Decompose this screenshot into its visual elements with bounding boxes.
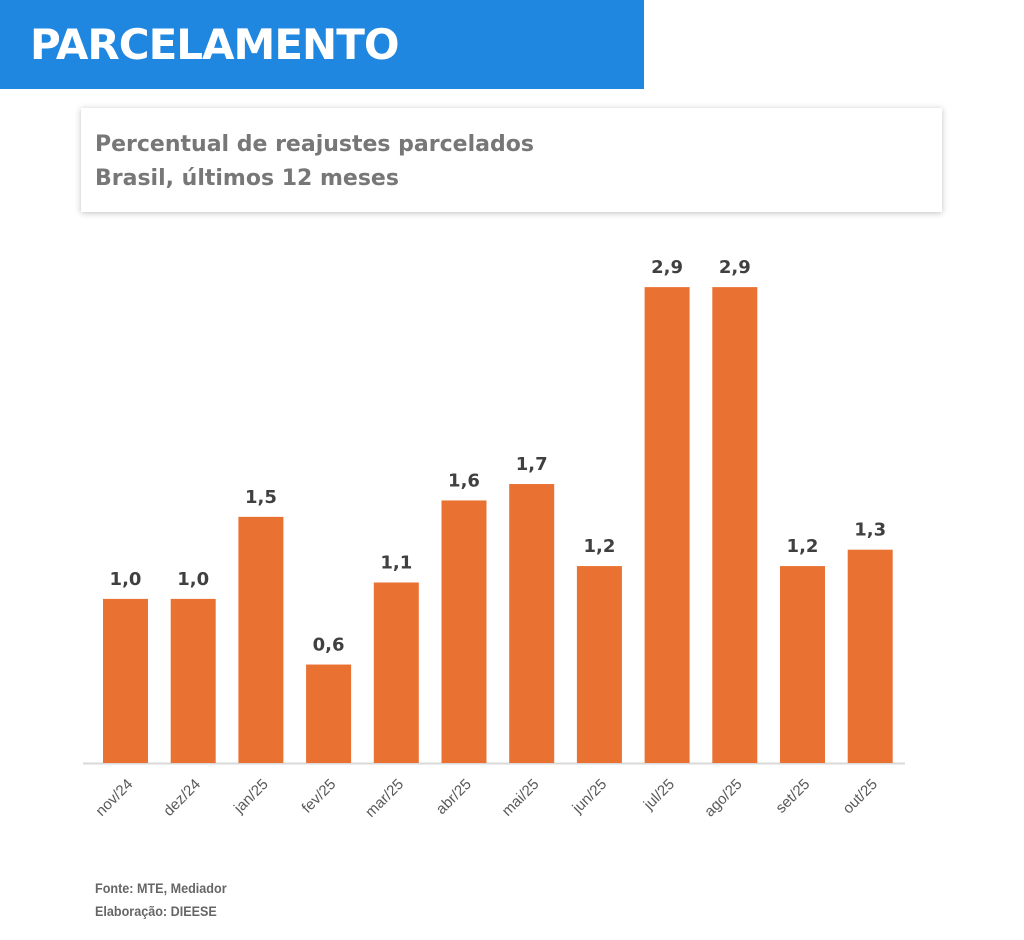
bar-ago-25: [712, 287, 758, 763]
data-label: 2,9: [719, 257, 751, 278]
x-tick-label: dez/24: [160, 776, 204, 820]
x-tick-label: jan/25: [230, 776, 272, 818]
x-tick-label: nov/24: [92, 776, 136, 820]
data-label: 1,1: [380, 552, 412, 573]
bar-nov-24: [103, 598, 148, 763]
data-label: 1,0: [177, 569, 209, 590]
data-label: 1,6: [448, 470, 480, 491]
x-tick-label: out/25: [840, 776, 882, 818]
header-banner: PARCELAMENTO: [0, 0, 644, 89]
bar-jan-25: [238, 516, 284, 763]
bar-jun-25: [576, 566, 622, 763]
bar-out-25: [847, 549, 893, 763]
source-note: Fonte: MTE, Mediador: [95, 880, 227, 896]
elaboration-note: Elaboração: DIEESE: [95, 903, 217, 919]
data-label: 1,7: [516, 454, 548, 475]
x-tick-label: mai/25: [499, 776, 543, 820]
bar-mai-25: [509, 484, 555, 763]
x-tick-label: set/25: [772, 776, 813, 817]
data-label: 1,2: [583, 536, 615, 557]
data-label: 1,2: [787, 536, 819, 557]
bar-abr-25: [441, 500, 487, 763]
data-label: 2,9: [651, 257, 683, 278]
x-tick-label: ago/25: [701, 776, 745, 820]
bar-dez-24: [170, 598, 216, 763]
bar-mar-25: [373, 582, 419, 763]
bar-set-25: [780, 566, 825, 763]
x-tick-label: abr/25: [433, 776, 475, 818]
bar-jul-25: [644, 287, 690, 763]
data-label: 1,3: [854, 520, 886, 541]
x-tick-label: jun/25: [569, 776, 611, 818]
data-label: 1,5: [245, 487, 277, 508]
x-tick-label: mar/25: [362, 776, 407, 821]
chart-title: Percentual de reajustes parcelados: [95, 132, 534, 157]
x-tick-label: jul/25: [640, 776, 678, 814]
chart-subtitle: Brasil, últimos 12 meses: [95, 166, 399, 191]
chart-title-box: Percentual de reajustes parcelados Brasi…: [81, 108, 942, 212]
data-label: 0,6: [313, 635, 345, 656]
bar-fev-25: [306, 664, 352, 763]
page-title: PARCELAMENTO: [30, 20, 400, 69]
data-label: 1,0: [110, 569, 142, 590]
x-tick-label: fev/25: [299, 776, 340, 817]
